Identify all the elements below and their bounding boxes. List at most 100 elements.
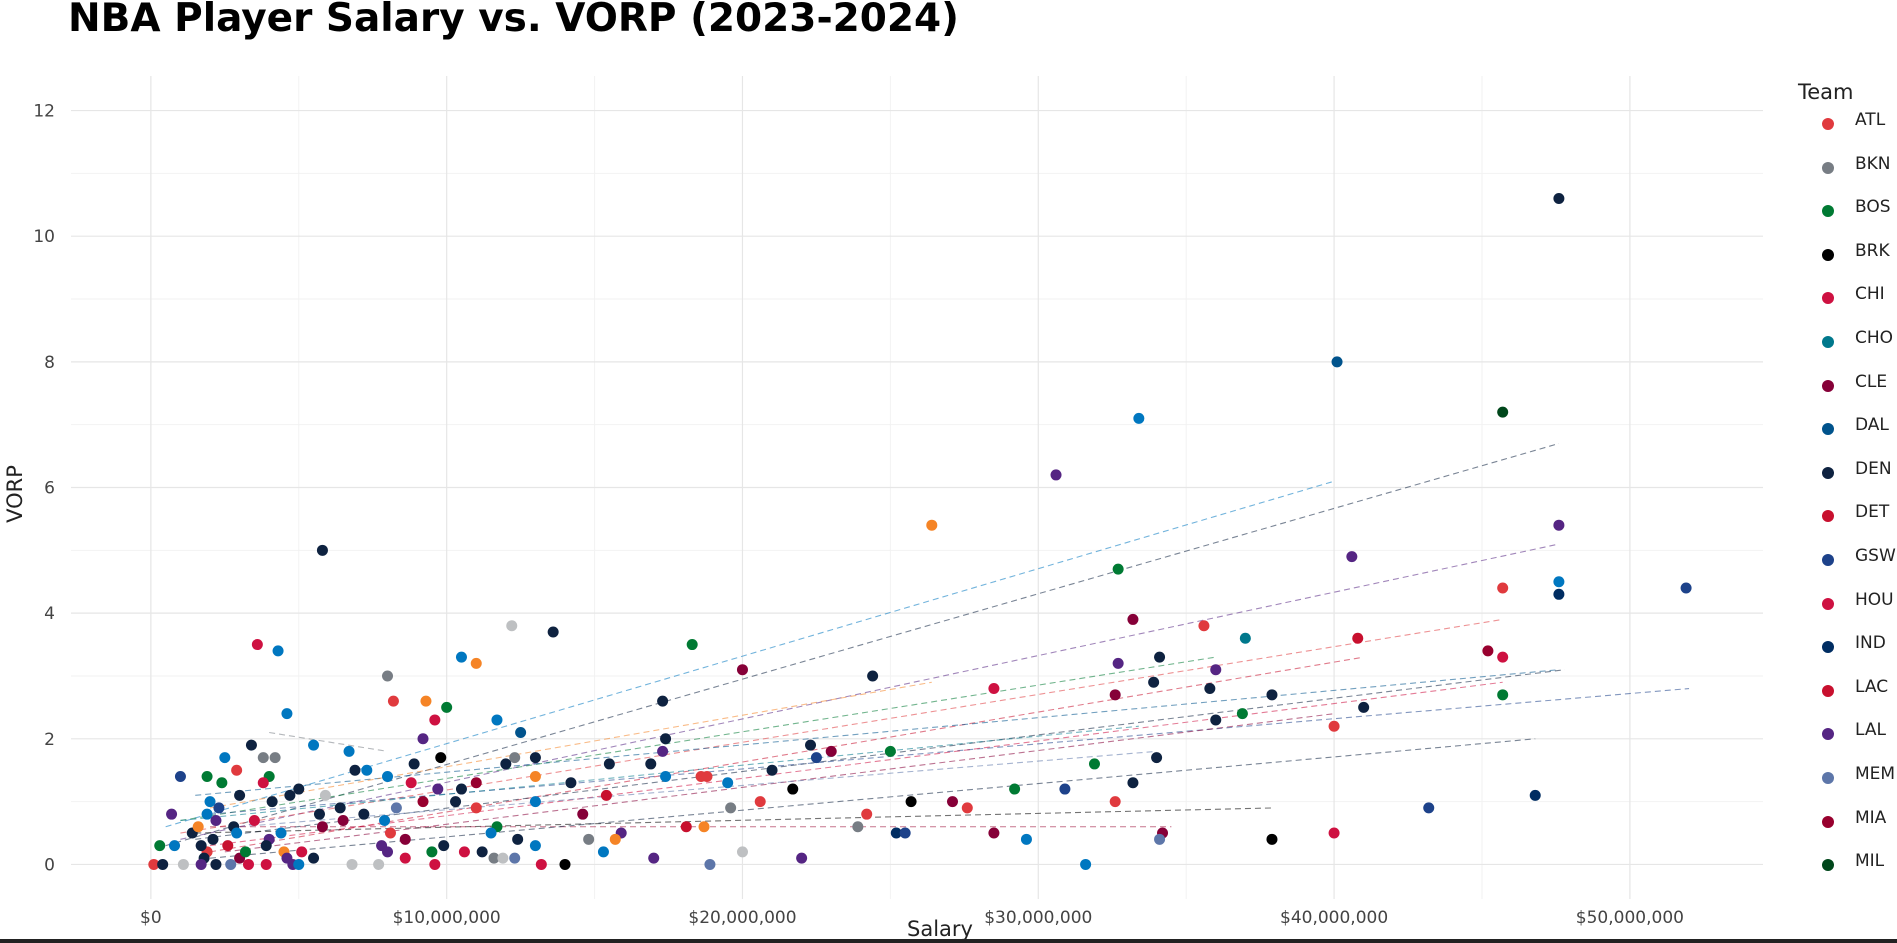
data-point[interactable] <box>240 846 252 858</box>
data-point[interactable] <box>1109 689 1121 701</box>
data-point[interactable] <box>399 852 411 864</box>
data-point[interactable] <box>1133 412 1145 424</box>
data-point[interactable] <box>583 833 595 845</box>
data-point[interactable] <box>346 858 358 870</box>
data-point[interactable] <box>201 808 213 820</box>
data-point[interactable] <box>680 821 692 833</box>
legend-item-bkn[interactable]: BKN <box>1798 154 1897 198</box>
legend-item-det[interactable]: DET <box>1798 502 1897 546</box>
data-point[interactable] <box>704 858 716 870</box>
data-point[interactable] <box>166 808 178 820</box>
data-point[interactable] <box>810 752 822 764</box>
data-point[interactable] <box>201 770 213 782</box>
data-point[interactable] <box>1239 632 1251 644</box>
data-point[interactable] <box>899 827 911 839</box>
data-point[interactable] <box>597 846 609 858</box>
data-point[interactable] <box>1331 356 1343 368</box>
data-point[interactable] <box>219 752 231 764</box>
data-point[interactable] <box>1020 833 1032 845</box>
data-point[interactable] <box>213 802 225 814</box>
data-point[interactable] <box>686 639 698 651</box>
data-point[interactable] <box>1553 519 1565 531</box>
data-point[interactable] <box>1080 858 1092 870</box>
data-point[interactable] <box>1109 796 1121 808</box>
data-point[interactable] <box>529 796 541 808</box>
data-point[interactable] <box>195 858 207 870</box>
data-point[interactable] <box>337 814 349 826</box>
data-point[interactable] <box>387 695 399 707</box>
data-point[interactable] <box>884 745 896 757</box>
data-point[interactable] <box>796 852 808 864</box>
data-point[interactable] <box>222 840 234 852</box>
data-point[interactable] <box>257 777 269 789</box>
data-point[interactable] <box>470 777 482 789</box>
data-point[interactable] <box>1497 651 1509 663</box>
data-point[interactable] <box>547 626 559 638</box>
data-point[interactable] <box>266 796 278 808</box>
data-point[interactable] <box>1266 689 1278 701</box>
legend-item-mia[interactable]: MIA <box>1798 808 1897 852</box>
data-point[interactable] <box>157 858 169 870</box>
legend-item-gsw[interactable]: GSW <box>1798 546 1897 590</box>
data-point[interactable] <box>725 802 737 814</box>
data-point[interactable] <box>515 727 527 739</box>
data-point[interactable] <box>497 852 509 864</box>
data-point[interactable] <box>1497 582 1509 594</box>
data-point[interactable] <box>1236 708 1248 720</box>
data-point[interactable] <box>1154 833 1166 845</box>
data-point[interactable] <box>382 846 394 858</box>
data-point[interactable] <box>1127 613 1139 625</box>
data-point[interactable] <box>660 770 672 782</box>
data-point[interactable] <box>405 777 417 789</box>
data-point[interactable] <box>1680 582 1692 594</box>
data-point[interactable] <box>281 708 293 720</box>
legend-item-dal[interactable]: DAL <box>1798 415 1897 459</box>
data-point[interactable] <box>384 827 396 839</box>
data-point[interactable] <box>645 758 657 770</box>
data-point[interactable] <box>334 802 346 814</box>
data-point[interactable] <box>657 745 669 757</box>
legend-item-mem[interactable]: MEM <box>1798 764 1897 808</box>
data-point[interactable] <box>1553 576 1565 588</box>
data-point[interactable] <box>1423 802 1435 814</box>
data-point[interactable] <box>1497 406 1509 418</box>
data-point[interactable] <box>861 808 873 820</box>
data-point[interactable] <box>1127 777 1139 789</box>
data-point[interactable] <box>169 840 181 852</box>
data-point[interactable] <box>852 821 864 833</box>
data-point[interactable] <box>426 846 438 858</box>
data-point[interactable] <box>275 827 287 839</box>
data-point[interactable] <box>343 745 355 757</box>
data-point[interactable] <box>316 544 328 556</box>
legend-item-ind[interactable]: IND <box>1798 633 1897 677</box>
legend-item-hou[interactable]: HOU <box>1798 590 1897 634</box>
data-point[interactable] <box>825 745 837 757</box>
data-point[interactable] <box>600 789 612 801</box>
data-point[interactable] <box>308 739 320 751</box>
data-point[interactable] <box>470 657 482 669</box>
data-point[interactable] <box>260 858 272 870</box>
data-point[interactable] <box>308 852 320 864</box>
data-point[interactable] <box>500 758 512 770</box>
data-point[interactable] <box>1151 752 1163 764</box>
data-point[interactable] <box>1553 588 1565 600</box>
data-point[interactable] <box>657 695 669 707</box>
data-point[interactable] <box>458 846 470 858</box>
data-point[interactable] <box>349 764 361 776</box>
data-point[interactable] <box>1050 469 1062 481</box>
data-point[interactable] <box>535 858 547 870</box>
data-point[interactable] <box>313 808 325 820</box>
data-point[interactable] <box>529 840 541 852</box>
data-point[interactable] <box>529 752 541 764</box>
data-point[interactable] <box>1210 714 1222 726</box>
data-point[interactable] <box>455 651 467 663</box>
data-point[interactable] <box>438 840 450 852</box>
data-point[interactable] <box>1112 657 1124 669</box>
data-point[interactable] <box>382 670 394 682</box>
data-point[interactable] <box>1352 632 1364 644</box>
data-point[interactable] <box>787 783 799 795</box>
data-point[interactable] <box>1210 664 1222 676</box>
data-point[interactable] <box>485 827 497 839</box>
data-point[interactable] <box>1112 563 1124 575</box>
data-point[interactable] <box>988 827 1000 839</box>
